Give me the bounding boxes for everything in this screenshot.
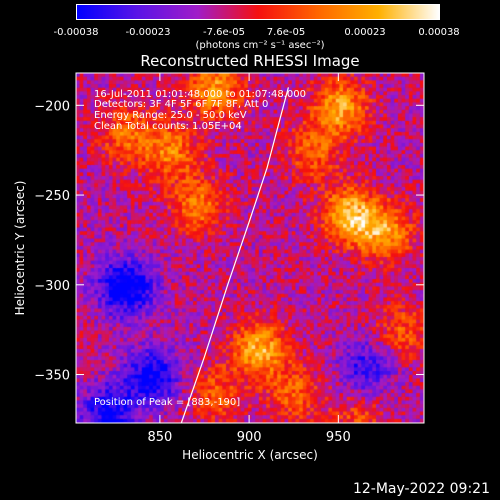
colorbar [76,4,440,20]
x-tick-label: 950 [326,430,351,445]
solar-limb-curve [180,87,289,424]
colorbar-tick-label: 7.6e-05 [266,27,306,38]
x-tick-label: 900 [237,430,262,445]
footer-date: 12-May-2022 09:21 [352,481,490,497]
time-range-annotation: 16-Jul-2011 01:01:48.000 to 01:07:48.000 [94,89,306,100]
colorbar-tick-label: 0.00023 [344,27,386,38]
y-tick-label: −250 [34,189,70,204]
colorbar-tick-label: -0.00023 [125,27,171,38]
y-tick-label: −300 [34,279,70,294]
plot-frame-border [75,72,425,424]
y-tick-label: −350 [34,369,70,384]
chart-title: Reconstructed RHESSI Image [140,52,360,70]
colorbar-gradient [77,5,439,19]
plot-area: 16-Jul-2011 01:01:48.000 to 01:07:48.000… [76,73,424,423]
colorbar-unit-label: (photons cm⁻² s⁻¹ asec⁻²) [195,40,325,51]
peak-position-label: Position of Peak = [883,-190] [94,397,241,408]
x-tick-label: 850 [147,430,172,445]
heatmap [76,73,424,423]
energy-range-annotation: Energy Range: 25.0 - 50.0 keV [94,110,247,121]
y-tick-label: −200 [34,99,70,114]
detectors-annotation: Detectors: 3F 4F 5F 6F 7F 8F, Att 0 [94,99,269,110]
x-axis-label: Heliocentric X (arcsec) [182,448,318,462]
colorbar-tick-label: -7.6e-05 [203,27,245,38]
y-axis-label: Heliocentric Y (arcsec) [13,180,27,316]
colorbar-tick-label: 0.00038 [418,27,460,38]
clean-counts-annotation: Clean Total counts: 1.05E+04 [94,121,242,132]
colorbar-tick-label: -0.00038 [53,27,99,38]
